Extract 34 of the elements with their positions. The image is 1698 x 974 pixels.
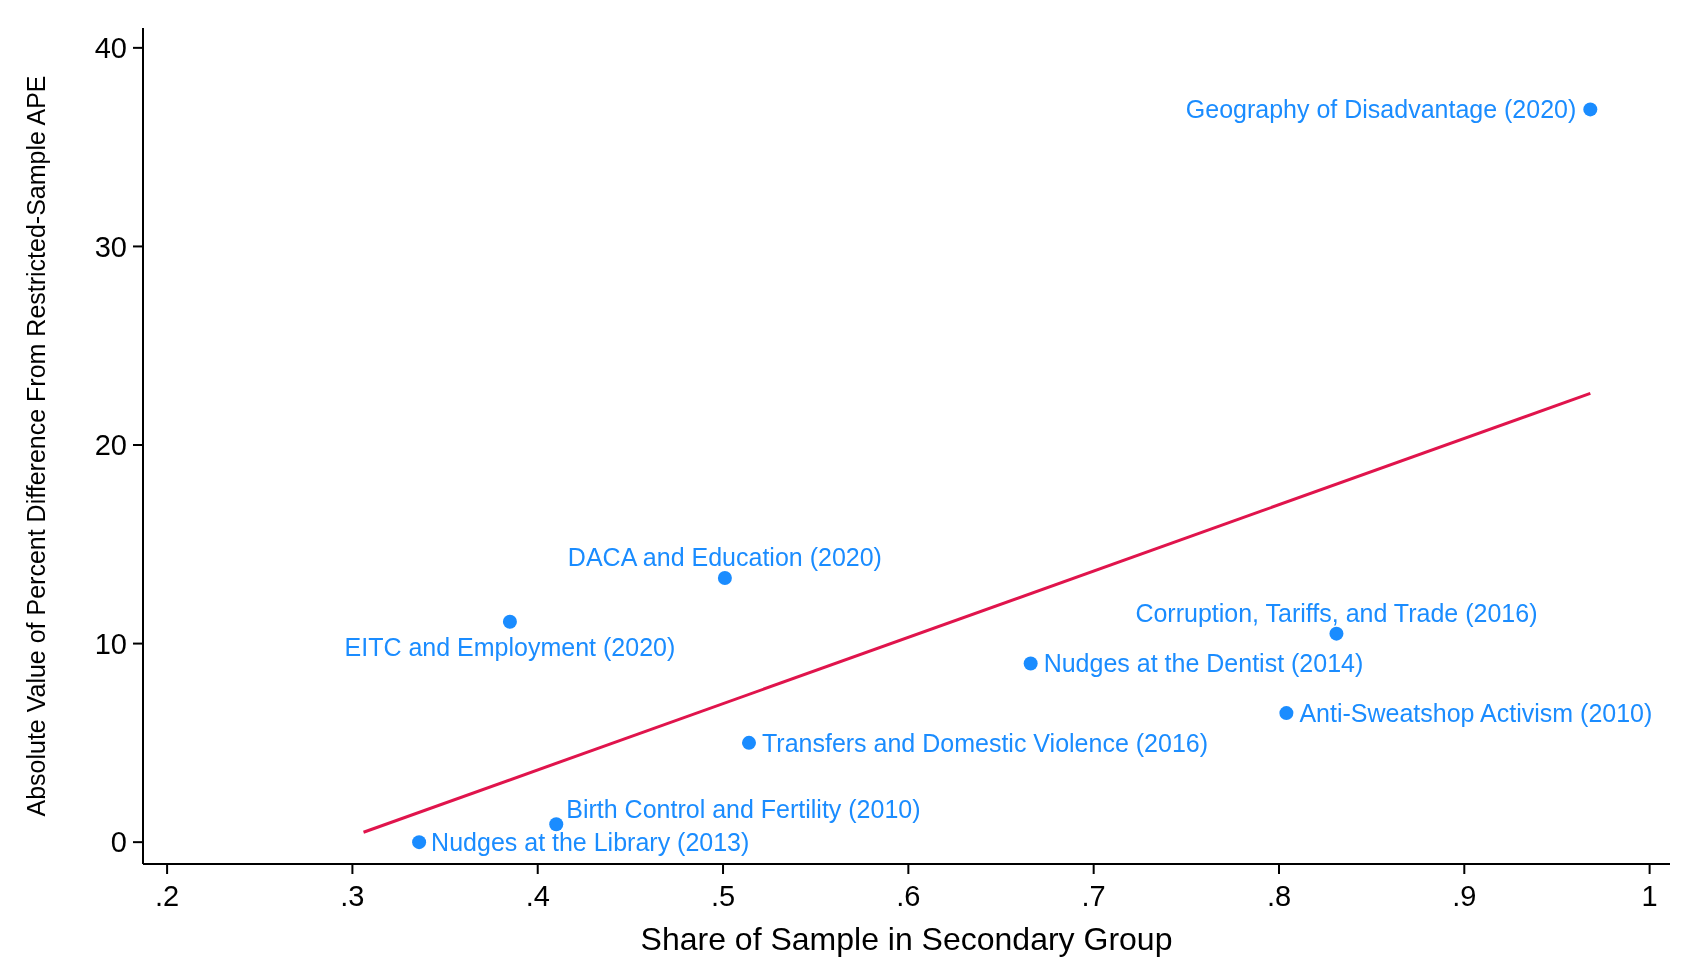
x-tick-label: 1: [1641, 880, 1658, 912]
point: [502, 614, 517, 629]
annotation: Anti-Sweatshop Activism (2010): [1299, 699, 1653, 728]
annotation: Geography of Disadvantage (2020): [1185, 95, 1577, 124]
point: [1329, 626, 1344, 641]
point: [1279, 706, 1294, 721]
annotation: Corruption, Tariffs, and Trade (2016): [1135, 598, 1538, 627]
x-tick-label: .7: [1081, 880, 1106, 912]
annotation: Nudges at the Dentist (2014): [1043, 649, 1364, 678]
x-tick-label: .3: [340, 880, 365, 912]
y-tick-label: 0: [110, 826, 127, 859]
y-tick-label: 30: [94, 230, 127, 263]
point: [741, 735, 756, 750]
annotation: DACA and Education (2020): [567, 543, 882, 572]
y-axis-title: Absolute Value of Percent Difference From Restricted-Sample APE: [22, 75, 50, 817]
annotation: Birth Control and Fertility (2010): [566, 795, 921, 824]
point: [717, 571, 732, 586]
y-tick-label: 40: [94, 32, 127, 65]
x-tick-label: .6: [896, 880, 921, 912]
point: [412, 835, 427, 850]
point: [1583, 102, 1598, 117]
x-tick-label: .4: [525, 880, 550, 912]
x-axis-title: Share of Sample in Secondary Group: [640, 921, 1173, 957]
x-tick-label: .2: [155, 880, 180, 912]
annotation: Transfers and Domestic Violence (2016): [761, 728, 1209, 757]
y-tick-label: 10: [94, 627, 127, 660]
x-tick-label: .5: [710, 880, 736, 912]
annotation: Nudges at the Library (2013): [431, 828, 750, 857]
annotation: EITC and Employment (2020): [344, 632, 676, 661]
point: [1023, 656, 1038, 671]
x-tick-label: .9: [1452, 880, 1477, 912]
point: [549, 817, 564, 832]
y-tick-label: 20: [94, 429, 127, 462]
x-tick-label: .8: [1266, 880, 1292, 912]
